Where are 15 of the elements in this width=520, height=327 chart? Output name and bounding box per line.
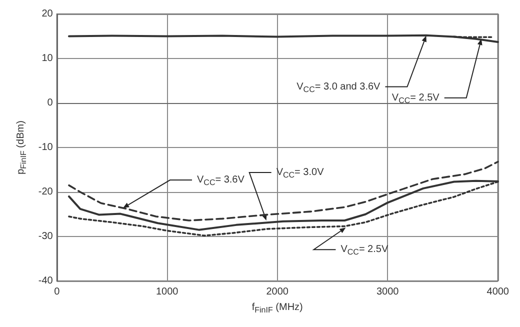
y-axis-title: pFinIF (dBm) (16, 120, 28, 174)
y-tick-label: 0 (47, 98, 54, 108)
line-series (68, 34, 499, 44)
y-tick-label: -30 (38, 231, 54, 242)
x-tick-label: 3000 (376, 286, 400, 298)
x-tick-label: 1000 (156, 286, 179, 298)
y-tick-label: -40 (38, 276, 54, 286)
y-tick-label: -20 (38, 186, 54, 198)
line-series (68, 160, 499, 222)
y-tick-label: -10 (38, 142, 54, 153)
x-tick-label: 4000 (486, 286, 510, 298)
x-tick-label: 2000 (266, 286, 289, 298)
x-tick-label: 0 (54, 286, 60, 298)
y-tick-label: 20 (42, 8, 54, 20)
y-tick-label: 10 (42, 53, 54, 64)
